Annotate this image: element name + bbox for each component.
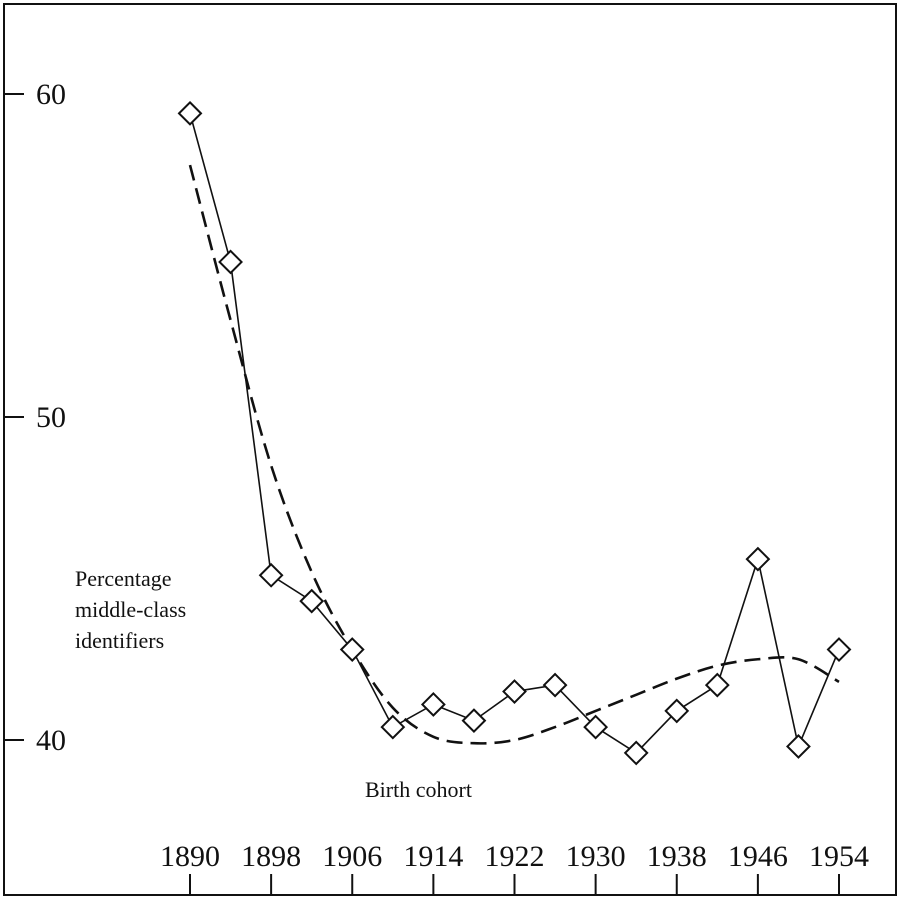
y-tick-label: 60 [36,78,66,111]
y-tick-label: 50 [36,401,66,434]
diamond-marker [218,249,243,275]
observed-solid-line [189,113,840,754]
diamond-marker [704,672,730,698]
diamond-marker [339,637,365,662]
diamond-marker [502,679,527,704]
series-layer [177,100,852,766]
x-axis-label: Birth cohort [365,777,472,802]
x-tick-label: 1906 [322,840,382,873]
x-tick-label: 1890 [160,840,220,873]
diamond-marker [745,546,771,572]
x-tick-label: 1914 [403,840,463,873]
y-tick-label: 40 [36,724,66,757]
y-axis-ticks: 40 50 60 [4,78,66,757]
x-axis-ticks: 1890 1898 1906 1914 1922 1930 1938 1946 1954 [160,840,869,895]
diamond-marker [542,672,568,698]
diamond-marker [380,714,406,740]
diamond-marker [461,708,487,734]
x-tick-label: 1930 [566,840,626,873]
x-tick-label: 1898 [241,840,301,873]
fit-dashed-line [188,164,840,745]
diamond-marker [299,588,325,614]
diamond-marker [258,562,284,588]
diamond-marker [786,734,811,759]
diamond-marker [583,714,609,740]
ylabel-line-1: Percentage [75,566,172,591]
x-tick-label: 1938 [647,840,707,873]
plot-frame [3,3,897,896]
x-tick-label: 1946 [728,840,788,873]
diamond-marker [826,637,852,662]
diamond-marker [177,100,203,126]
x-tick-label: 1954 [809,840,869,873]
diamond-marker [664,698,690,724]
x-tick-label: 1922 [485,840,545,873]
ylabel-line-2: middle-class [75,597,186,622]
diamond-marker [623,740,649,766]
diamond-marker [420,692,446,717]
ylabel-line-3: identifiers [75,628,164,653]
